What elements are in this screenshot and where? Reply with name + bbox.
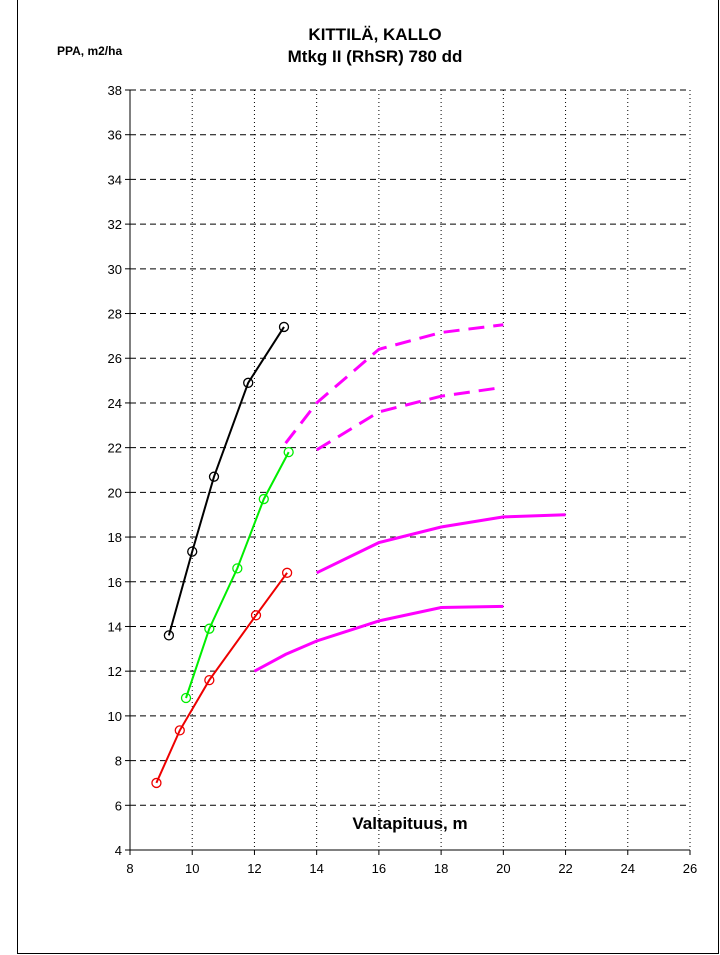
- y-tick-label: 24: [108, 396, 122, 411]
- data-point: [204, 623, 215, 634]
- x-axis-label: Valtapituus, m: [352, 814, 468, 833]
- y-tick-label: 12: [108, 664, 122, 679]
- x-tick-label: 12: [247, 861, 261, 876]
- y-tick-label: 36: [108, 128, 122, 143]
- series-line-5: [316, 513, 566, 575]
- y-tick-label: 20: [108, 485, 122, 500]
- y-tick-label: 10: [108, 709, 122, 724]
- data-point: [187, 546, 198, 557]
- x-tick-label: 16: [372, 861, 386, 876]
- x-tick-label: 8: [126, 861, 133, 876]
- y-tick-label: 22: [108, 441, 122, 456]
- x-tick-label: 14: [309, 861, 323, 876]
- y-tick-label: 26: [108, 351, 122, 366]
- x-tick-label: 18: [434, 861, 448, 876]
- y-tick-label: 28: [108, 307, 122, 322]
- data-point: [151, 777, 162, 789]
- y-axis-label: PPA, m2/ha: [57, 44, 123, 58]
- series-line-6: [253, 604, 504, 673]
- y-tick-label: 8: [115, 754, 122, 769]
- data-point: [174, 725, 185, 736]
- series-line-1: [185, 451, 290, 699]
- y-tick-label: 18: [108, 530, 122, 545]
- y-tick-label: 4: [115, 843, 122, 858]
- data-point: [208, 471, 220, 482]
- data-point: [163, 630, 175, 641]
- y-tick-label: 30: [108, 262, 122, 277]
- series-line-0: [167, 326, 285, 636]
- y-tick-label: 38: [108, 83, 122, 98]
- x-tick-label: 26: [683, 861, 697, 876]
- series-line-4: [315, 385, 504, 452]
- data-point: [258, 493, 269, 505]
- series-line-2: [155, 572, 288, 784]
- data-point: [180, 692, 192, 704]
- chart-frame: [17, 0, 719, 954]
- series-line-3: [284, 323, 504, 445]
- x-tick-label: 10: [185, 861, 199, 876]
- data-point: [283, 446, 294, 458]
- y-tick-label: 6: [115, 798, 122, 813]
- data-point: [232, 563, 243, 574]
- x-tick-label: 22: [558, 861, 572, 876]
- y-tick-label: 16: [108, 575, 122, 590]
- data-point: [278, 321, 290, 333]
- chart-subtitle: Mtkg II (RhSR) 780 dd: [287, 47, 463, 66]
- data-point: [250, 610, 262, 621]
- y-tick-label: 14: [108, 619, 122, 634]
- x-tick-label: 20: [496, 861, 510, 876]
- data-point: [281, 567, 293, 578]
- data-point: [243, 377, 254, 388]
- chart-title: KITTILÄ, KALLO: [308, 25, 442, 44]
- data-point: [204, 674, 215, 686]
- y-tick-label: 34: [108, 172, 122, 187]
- x-tick-label: 24: [621, 861, 635, 876]
- y-tick-label: 32: [108, 217, 122, 232]
